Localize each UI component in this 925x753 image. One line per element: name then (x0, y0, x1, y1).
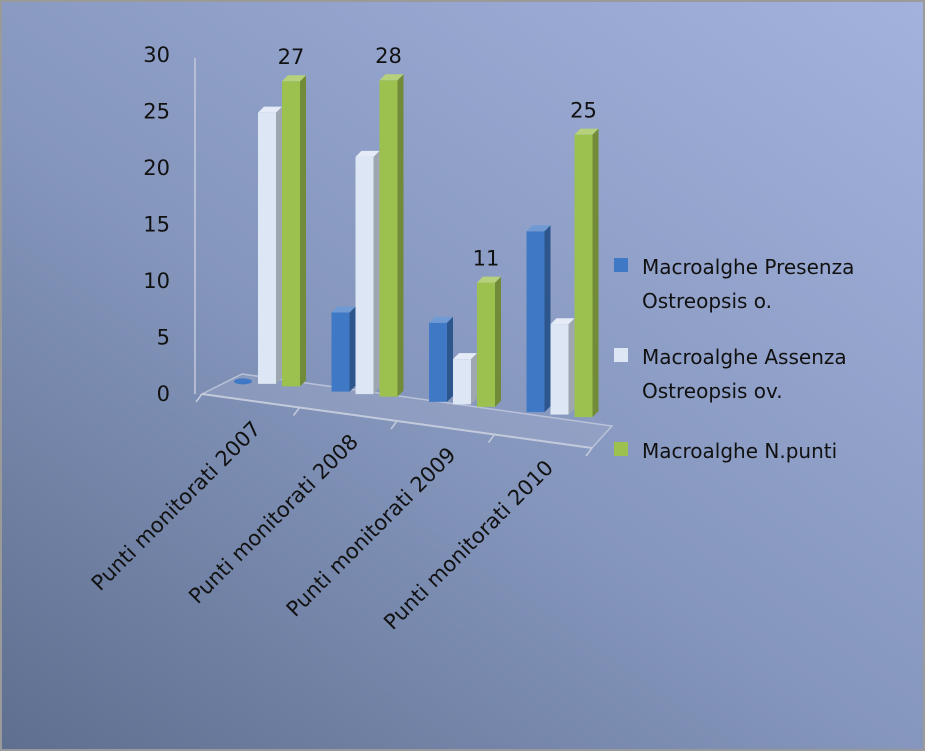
data-label: 27 (278, 45, 305, 69)
x-axis-tick (195, 393, 203, 403)
y-tick-label: 30 (143, 43, 170, 67)
y-tick-label: 0 (157, 382, 170, 406)
bar-2-2 (355, 150, 380, 395)
bar-2-1 (258, 106, 282, 384)
bar-1-3 (429, 316, 453, 402)
legend-swatch (614, 442, 628, 456)
y-tick-label: 5 (157, 326, 170, 350)
bar-3-3 (477, 276, 501, 407)
data-label: 11 (473, 247, 500, 271)
legend-label: Macroalghe Assenza (642, 345, 847, 369)
y-tick-label: 20 (143, 156, 170, 180)
bar-2-4 (550, 318, 575, 415)
legend-label: Macroalghe Presenza (642, 255, 854, 279)
x-axis-tick (585, 447, 593, 457)
legend-label: Macroalghe N.punti (642, 439, 837, 463)
legend-swatch (614, 348, 628, 362)
legend-item: Macroalghe N.punti (614, 439, 837, 463)
y-tick-label: 15 (143, 213, 170, 237)
legend-swatch (614, 258, 628, 272)
data-label: 25 (570, 99, 597, 123)
bar-2-3 (453, 353, 477, 405)
y-tick-label: 25 (143, 100, 170, 124)
legend-label: Ostreopsis o. (642, 289, 772, 313)
legend-item: Macroalghe Presenza Ostreopsis o. (614, 255, 854, 313)
x-axis-tick (487, 434, 496, 443)
bar-1-1 (234, 378, 252, 385)
legend-item: Macroalghe Assenza Ostreopsis ov. (614, 345, 847, 403)
x-axis-tick (390, 420, 398, 430)
legend-label: Ostreopsis ov. (642, 379, 783, 403)
y-tick-label: 10 (143, 269, 170, 293)
data-label: 28 (375, 44, 402, 68)
bar-3-4 (574, 128, 599, 418)
bar-1-2 (331, 306, 356, 392)
bar-3-2 (379, 74, 404, 397)
x-axis-tick (292, 407, 301, 416)
bar-1-4 (526, 225, 551, 413)
bar-3-1 (282, 75, 306, 387)
